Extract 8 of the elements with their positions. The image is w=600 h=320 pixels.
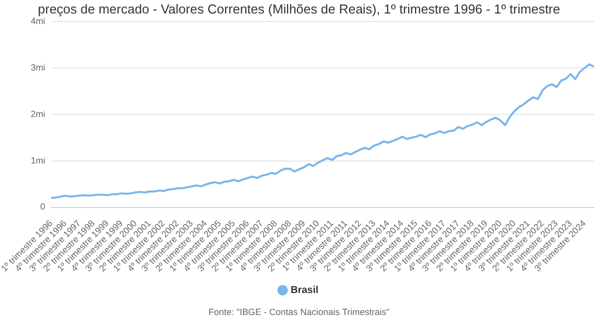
y-tick-label: 1mi [30,155,46,166]
y-tick-label: 0 [40,202,46,212]
y-tick-label: 2mi [30,108,46,119]
y-tick-label: 3mi [30,62,46,72]
y-tick-label: 4mi [30,16,46,26]
chart-title: preços de mercado - Valores Correntes (Milhões de Reais), 1º trimestre 1996 - 1º trimestre [38,1,560,16]
source-note: Fonte: "IBGE - Contas Nacionais Trimestrais" [208,307,390,318]
legend-label: Brasil [290,284,319,296]
